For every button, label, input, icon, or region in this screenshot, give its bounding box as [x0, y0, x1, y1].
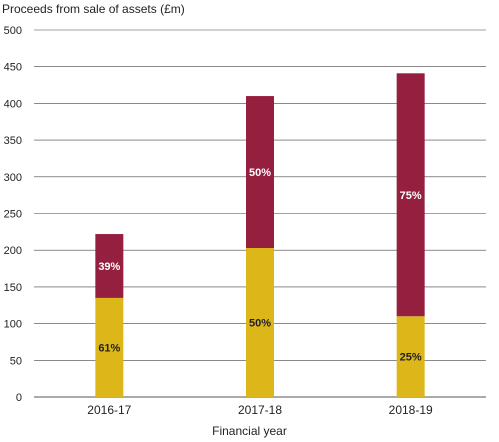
y-tick-labels: 0 50 100 150 200 250 300 350 400 450 500	[4, 25, 22, 404]
x-tick-labels: 2016-17 2017-18 2018-19	[87, 403, 433, 417]
segment-label: 75%	[400, 190, 422, 202]
segment-label: 25%	[400, 352, 422, 364]
y-tick-label: 200	[4, 245, 22, 257]
y-axis-title: Proceeds from sale of assets (£m)	[2, 2, 185, 16]
y-tick-label: 300	[4, 172, 22, 184]
x-tick-label: 2016-17	[87, 403, 131, 417]
segment-label: 50%	[249, 317, 271, 329]
y-tick-label: 50	[10, 355, 22, 367]
y-tick-label: 400	[4, 98, 22, 110]
x-tick-label: 2018-19	[389, 403, 433, 417]
bar-segment	[246, 247, 274, 397]
y-tick-label: 500	[4, 25, 22, 37]
y-tick-label: 450	[4, 62, 22, 74]
segment-labels: 61% 39% 50% 50% 25% 75%	[98, 167, 422, 364]
x-axis-title: Financial year	[212, 424, 287, 438]
bar-segment	[396, 73, 425, 317]
x-tick-label: 2017-18	[238, 403, 282, 417]
bar-segment	[95, 297, 124, 397]
y-tick-label: 350	[4, 135, 22, 147]
segment-label: 39%	[98, 261, 120, 273]
y-tick-label: 0	[16, 392, 22, 404]
y-tick-label: 250	[4, 209, 22, 221]
segment-label: 61%	[98, 342, 120, 354]
segment-label: 50%	[249, 167, 271, 179]
y-tick-label: 150	[4, 282, 22, 294]
y-tick-label: 100	[4, 319, 22, 331]
bar-segment	[246, 96, 274, 248]
bars	[95, 73, 425, 397]
bar-segment	[95, 234, 124, 298]
bar-segment	[396, 316, 425, 397]
